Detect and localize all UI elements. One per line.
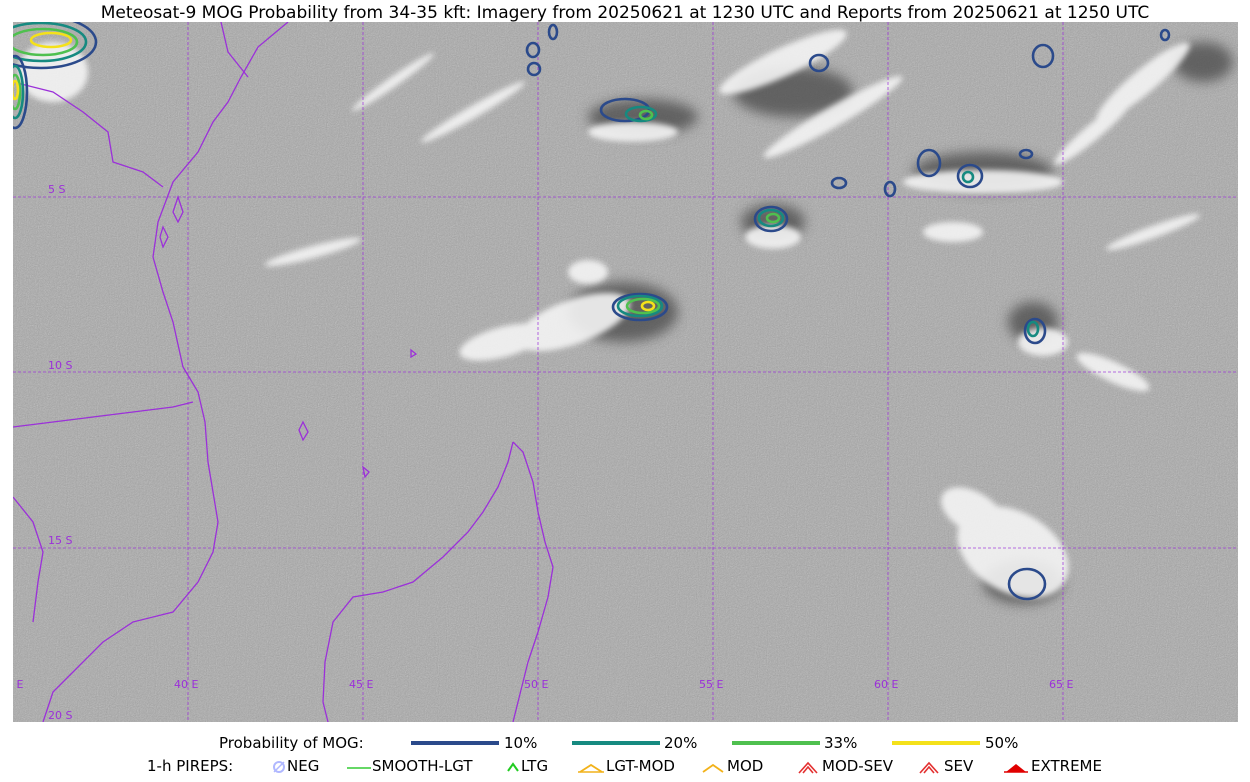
contour-20-swatch <box>572 741 660 745</box>
longitude-labels: 35 E 40 E 45 E 50 E 55 E 60 E 65 E <box>13 678 1073 691</box>
pirep-legend-label: 1-h PIREPS: <box>147 757 234 775</box>
pirep-mod-label: MOD <box>727 757 764 775</box>
pirep-mod-sev-label: MOD-SEV <box>822 757 893 775</box>
probability-legend-label: Probability of MOG: <box>219 734 364 752</box>
pirep-smooth-lgt-label: SMOOTH-LGT <box>372 757 473 775</box>
contour-10-swatch <box>411 741 499 745</box>
map-canvas: 35 E 40 E 45 E 50 E 55 E 60 E 65 E 5 S 1… <box>13 22 1238 722</box>
lon-label: 35 E <box>13 678 23 691</box>
satellite-map[interactable]: 35 E 40 E 45 E 50 E 55 E 60 E 65 E 5 S 1… <box>13 22 1238 722</box>
coastlines <box>13 22 554 722</box>
graticule <box>13 22 1238 722</box>
lon-label: 55 E <box>699 678 723 691</box>
lon-label: 65 E <box>1049 678 1073 691</box>
lon-label: 45 E <box>349 678 373 691</box>
lat-label: 20 S <box>48 709 72 722</box>
pirep-neg-label: NEG <box>287 757 320 775</box>
lat-label: 10 S <box>48 359 72 372</box>
mod-caret-icon <box>702 763 724 773</box>
contour-20-label: 20% <box>664 734 698 752</box>
pirep-ltg-label: LTG <box>521 757 549 775</box>
contour-50-swatch <box>892 741 980 745</box>
mog-contours <box>13 22 1171 601</box>
lgt-mod-icon <box>578 763 604 773</box>
contour-50-label: 50% <box>985 734 1019 752</box>
mod-sev-icon <box>798 761 818 774</box>
smooth-lgt-icon <box>347 767 371 769</box>
neg-icon <box>273 761 285 773</box>
contour-10-label: 10% <box>504 734 538 752</box>
map-title: Meteosat-9 MOG Probability from 34-35 kf… <box>100 3 1150 23</box>
lon-label: 50 E <box>524 678 548 691</box>
pirep-sev-label: SEV <box>944 757 974 775</box>
lon-label: 40 E <box>174 678 198 691</box>
contour-33-label: 33% <box>824 734 858 752</box>
latitude-labels: 5 S 10 S 15 S 20 S <box>48 183 72 722</box>
extreme-icon <box>1004 764 1028 773</box>
ltg-caret-icon <box>507 762 519 772</box>
lon-label: 60 E <box>874 678 898 691</box>
lat-label: 5 S <box>48 183 65 196</box>
pirep-extreme-label: EXTREME <box>1031 757 1102 775</box>
sev-icon <box>919 761 939 774</box>
lat-label: 15 S <box>48 534 72 547</box>
pirep-lgt-mod-label: LGT-MOD <box>606 757 675 775</box>
contour-33-swatch <box>732 741 820 745</box>
